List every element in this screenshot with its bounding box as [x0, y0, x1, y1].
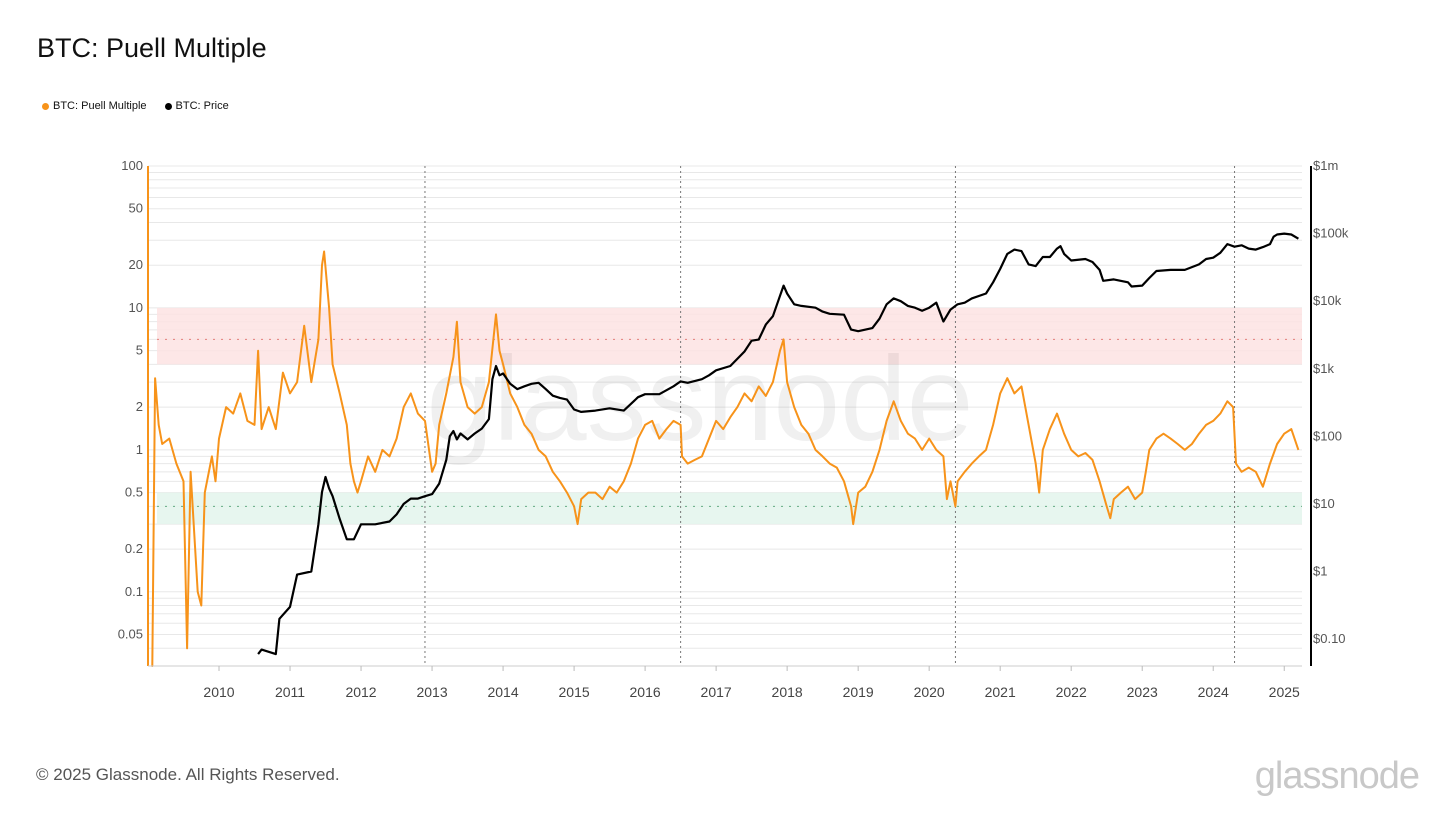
glassnode-logo: glassnode — [1254, 755, 1420, 797]
x-tick-label: 2011 — [275, 684, 305, 700]
chart-legend: BTC: Puell Multiple BTC: Price — [42, 100, 229, 112]
chart-title: BTC: Puell Multiple — [37, 33, 267, 63]
y-left-tick-label: 100 — [121, 158, 143, 173]
x-tick-label: 2024 — [1198, 684, 1229, 700]
btc-price-line — [257, 232, 1299, 656]
legend-label-price: BTC: Price — [175, 100, 229, 112]
x-tick-label: 2013 — [416, 684, 447, 700]
series-layer — [151, 232, 1300, 667]
x-tick-label: 2017 — [701, 684, 732, 700]
watermark-text: glassnode — [426, 332, 973, 466]
x-tick-label: 2015 — [559, 684, 590, 700]
x-tick-label: 2020 — [914, 684, 945, 700]
x-tick-label: 2010 — [203, 684, 234, 700]
y-left-tick-label: 5 — [136, 343, 143, 358]
legend-dot-price — [164, 102, 172, 110]
y-left-tick-label: 20 — [129, 257, 143, 272]
x-tick-label: 2019 — [843, 684, 874, 700]
y-right-tick-label: $1 — [1313, 564, 1327, 579]
axis-layer: 1005020105210.50.20.10.05$1m$100k$10k$1k… — [118, 158, 1349, 700]
y-left-tick-label: 0.2 — [125, 541, 143, 556]
legend-dot-puell — [42, 102, 49, 110]
y-left-tick-label: 0.1 — [125, 584, 143, 599]
y-left-tick-label: 1 — [136, 442, 143, 457]
y-left-tick-label: 10 — [129, 300, 143, 315]
x-tick-label: 2021 — [985, 684, 1016, 700]
y-left-tick-label: 0.05 — [118, 627, 143, 642]
x-tick-label: 2016 — [630, 684, 661, 700]
legend-label-puell: BTC: Puell Multiple — [53, 100, 147, 112]
copyright-text: © 2025 Glassnode. All Rights Reserved. — [36, 765, 340, 784]
y-right-tick-label: $0.10 — [1313, 631, 1346, 646]
legend-item-price[interactable]: BTC: Price — [164, 100, 229, 112]
y-right-tick-label: $100 — [1313, 428, 1342, 443]
y-right-tick-label: $10 — [1313, 496, 1335, 511]
y-right-tick-label: $100k — [1313, 226, 1349, 241]
overvalued-band — [157, 307, 1302, 365]
legend-item-puell[interactable]: BTC: Puell Multiple — [42, 100, 147, 112]
y-left-tick-label: 50 — [129, 201, 143, 216]
x-tick-label: 2014 — [487, 684, 518, 700]
y-right-tick-label: $1k — [1313, 361, 1334, 376]
y-left-tick-label: 0.5 — [125, 485, 143, 500]
x-tick-label: 2012 — [345, 684, 376, 700]
y-right-tick-label: $1m — [1313, 158, 1338, 173]
y-left-tick-label: 2 — [136, 399, 143, 414]
x-tick-label: 2018 — [772, 684, 803, 700]
puell-multiple-line — [151, 250, 1300, 667]
undervalued-band — [157, 492, 1302, 525]
x-tick-label: 2023 — [1127, 684, 1158, 700]
y-right-tick-label: $10k — [1313, 293, 1342, 308]
x-tick-label: 2022 — [1056, 684, 1087, 700]
x-tick-label: 2025 — [1269, 684, 1300, 700]
